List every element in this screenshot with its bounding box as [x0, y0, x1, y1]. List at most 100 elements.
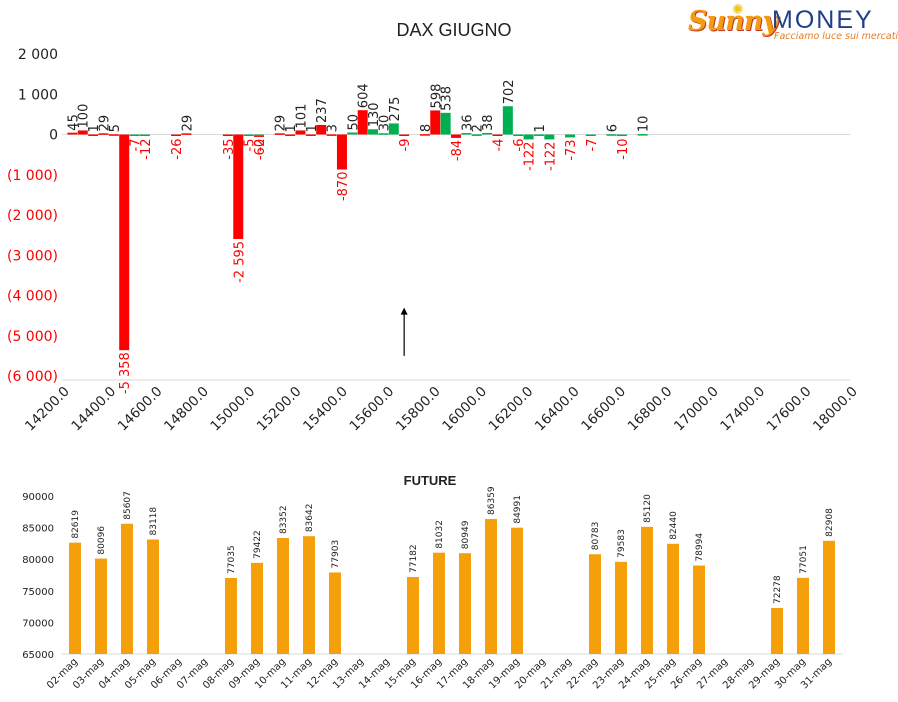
data-label: 38	[481, 114, 496, 131]
bar	[316, 124, 327, 135]
data-label: -7	[585, 139, 600, 152]
future-bar-chart: FUTURE65000700007500080000850009000002-m…	[22, 473, 842, 691]
data-label: 82619	[71, 510, 81, 539]
data-label: 77182	[409, 544, 419, 573]
logo-brand-money: MONEY	[772, 6, 874, 34]
x-tick-label: 16000.0	[439, 384, 490, 435]
data-label: 29	[180, 115, 195, 132]
data-label: 275	[388, 97, 403, 122]
bar	[461, 133, 472, 135]
data-label: -10	[616, 139, 631, 160]
bar	[119, 134, 130, 351]
data-label: 6	[606, 124, 621, 132]
x-tick-label: 15800.0	[393, 384, 444, 435]
x-tick-label: 16800.0	[625, 384, 676, 435]
bar	[108, 134, 119, 136]
bar	[797, 577, 809, 654]
data-label: 84991	[513, 495, 523, 524]
data-label: 80949	[461, 520, 471, 549]
data-label: 36	[460, 115, 475, 132]
bar	[378, 133, 389, 135]
logo-tagline: Facciamo luce sui mercati	[774, 31, 898, 42]
bar	[243, 134, 254, 136]
bar	[492, 134, 503, 136]
bar	[471, 134, 482, 136]
x-tick-label: 17600.0	[764, 384, 815, 435]
bar	[823, 540, 835, 654]
bar	[693, 565, 705, 654]
bar	[233, 134, 244, 239]
data-label: 80783	[591, 522, 601, 551]
bar	[225, 577, 237, 654]
bar	[139, 134, 150, 136]
bar	[77, 130, 88, 135]
data-label: -9	[398, 139, 413, 152]
bar	[171, 134, 182, 136]
bar	[589, 554, 601, 654]
data-label: 81032	[435, 520, 445, 549]
x-tick-label: 14800.0	[161, 384, 212, 435]
data-label: 78994	[695, 533, 705, 562]
logo-brand-sunny: Sunny	[688, 6, 778, 37]
data-label: 1	[305, 124, 320, 132]
y-tick-label: 85000	[22, 524, 54, 535]
data-label: 79422	[253, 530, 263, 559]
bar	[98, 133, 109, 135]
data-label: 79583	[617, 529, 627, 558]
bar	[440, 112, 451, 135]
bar	[254, 134, 264, 136]
bar	[129, 134, 140, 136]
bar	[251, 562, 263, 654]
bar	[303, 536, 315, 654]
x-tick-label: 15000.0	[207, 384, 258, 435]
data-label: 5	[108, 124, 123, 132]
y-tick-label: 75000	[22, 587, 54, 598]
x-tick-label: 16200.0	[486, 384, 537, 435]
data-label: -12	[139, 139, 154, 160]
bar	[407, 577, 419, 654]
bar	[433, 552, 445, 654]
bar	[482, 132, 493, 135]
data-label: 83352	[279, 505, 289, 534]
x-tick-label: 15600.0	[347, 384, 398, 435]
y-tick-label: 80000	[22, 555, 54, 566]
bar	[368, 129, 379, 135]
bar	[95, 558, 107, 654]
y-tick-label: (5 000)	[7, 329, 58, 345]
chart-title: DAX GIUGNO	[396, 20, 511, 40]
data-label: 8	[419, 124, 434, 132]
bar	[430, 110, 441, 135]
bar	[388, 123, 399, 135]
bar	[295, 130, 306, 135]
data-label: 10	[637, 116, 652, 133]
y-tick-label: (2 000)	[7, 208, 58, 224]
data-label: 29	[97, 115, 112, 132]
data-label: 77903	[331, 540, 341, 569]
data-label: -7	[129, 139, 144, 152]
bar	[181, 133, 192, 135]
bar	[502, 106, 513, 135]
x-tick-label: 15200.0	[254, 384, 305, 435]
data-label: 50	[346, 114, 361, 131]
data-label: -5	[243, 139, 258, 152]
data-label: -5 358	[118, 352, 133, 394]
x-tick-label: 14200.0	[22, 384, 73, 435]
bar	[285, 134, 296, 136]
data-label: -2	[253, 139, 268, 152]
data-label: -4	[491, 139, 506, 152]
data-label: 86359	[487, 486, 497, 515]
y-tick-label: (6 000)	[7, 369, 58, 385]
bar	[326, 134, 337, 136]
data-label: 598	[429, 84, 444, 109]
data-label: -2 595	[232, 241, 247, 283]
bar	[329, 572, 341, 654]
data-label: 1	[87, 124, 102, 132]
y-tick-label: 90000	[22, 492, 54, 503]
data-label: 80096	[97, 526, 107, 555]
bar	[277, 538, 289, 654]
bar	[771, 608, 783, 654]
data-label: 83118	[149, 507, 159, 536]
bar	[523, 134, 534, 140]
x-tick-label: 16400.0	[532, 384, 583, 435]
bar	[222, 134, 233, 136]
